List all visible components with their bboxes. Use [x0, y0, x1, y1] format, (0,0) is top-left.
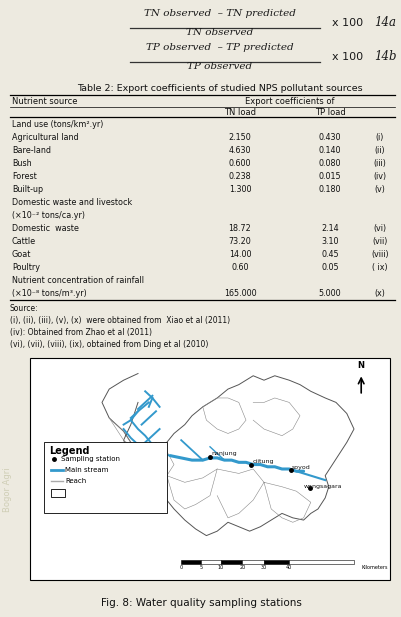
Text: 0.430: 0.430 [318, 133, 340, 142]
Text: (x): (x) [374, 289, 385, 298]
Text: 10: 10 [217, 565, 223, 570]
Text: TP load: TP load [314, 108, 344, 117]
Text: Agricultural land: Agricultural land [12, 133, 79, 142]
Bar [44, 442, 166, 513]
Text: Bogor Agri: Bogor Agri [4, 468, 12, 512]
Text: (×10⁻² tons/ca.yr): (×10⁻² tons/ca.yr) [12, 211, 85, 220]
Bar [30, 358, 389, 580]
Text: 14.00: 14.00 [228, 250, 251, 259]
Text: 0: 0 [179, 565, 182, 570]
Text: 2.150: 2.150 [228, 133, 251, 142]
Text: 0.60: 0.60 [231, 263, 248, 272]
Bar [181, 560, 200, 564]
Text: 165.000: 165.000 [223, 289, 256, 298]
Text: (viii): (viii) [370, 250, 388, 259]
Text: (vii): (vii) [371, 237, 387, 246]
Bar [200, 560, 220, 564]
Bar [263, 560, 288, 564]
Text: x 100: x 100 [331, 52, 362, 62]
Text: Nutrient concentration of rainfall: Nutrient concentration of rainfall [12, 276, 144, 285]
Text: (i), (ii), (iii), (v), (x)  were obtained from  Xiao et al (2011): (i), (ii), (iii), (v), (x) were obtained… [10, 316, 229, 325]
Text: ( ix): ( ix) [371, 263, 387, 272]
Text: Kilometers: Kilometers [360, 565, 387, 570]
Text: TP observed  – TP predicted: TP observed – TP predicted [146, 43, 293, 52]
Text: (v): (v) [374, 185, 385, 194]
Text: (×10⁻⁸ tons/m³.yr): (×10⁻⁸ tons/m³.yr) [12, 289, 87, 298]
Text: Bare-land: Bare-land [12, 146, 51, 155]
Text: 5: 5 [199, 565, 202, 570]
Text: nanjung: nanjung [211, 450, 237, 456]
Text: Sampling station: Sampling station [61, 457, 120, 462]
Text: 0.080: 0.080 [318, 159, 340, 168]
Text: ciitung: ciitung [252, 458, 273, 463]
Text: 0.140: 0.140 [318, 146, 340, 155]
Text: 0.238: 0.238 [228, 172, 251, 181]
Text: TN observed  – TN predicted: TN observed – TN predicted [144, 9, 295, 18]
Text: 2.14: 2.14 [320, 224, 338, 233]
Bar [51, 489, 65, 497]
Text: Cattle: Cattle [12, 237, 36, 246]
Text: x 100: x 100 [331, 18, 362, 28]
Text: 0.600: 0.600 [228, 159, 251, 168]
Text: Main stream: Main stream [65, 467, 109, 473]
Bar [220, 560, 242, 564]
Text: 30: 30 [260, 565, 266, 570]
Text: TN load: TN load [223, 108, 255, 117]
Text: 0.180: 0.180 [318, 185, 340, 194]
Text: (iv): (iv) [373, 172, 386, 181]
Text: 14a: 14a [373, 17, 395, 30]
Text: Reach: Reach [65, 478, 87, 484]
Text: 4.630: 4.630 [228, 146, 251, 155]
Text: Land use (tons/km².yr): Land use (tons/km².yr) [12, 120, 103, 129]
Text: Built-up: Built-up [12, 185, 43, 194]
Text: Source:: Source: [10, 304, 38, 313]
Text: 0.45: 0.45 [320, 250, 338, 259]
Text: 14b: 14b [373, 51, 395, 64]
Text: TP observed: TP observed [187, 62, 252, 71]
Text: Domestic  waste: Domestic waste [12, 224, 79, 233]
Text: (vi), (vii), (viii), (ix), obtained from Ding et al (2010): (vi), (vii), (viii), (ix), obtained from… [10, 340, 208, 349]
Text: Legend: Legend [49, 446, 90, 457]
Text: Table 2: Export coefficients of studied NPS pollutant sources: Table 2: Export coefficients of studied … [77, 84, 362, 93]
Text: N: N [357, 360, 364, 370]
Text: (i): (i) [375, 133, 383, 142]
Text: wangsagara: wangsagara [303, 484, 341, 489]
Text: (vi): (vi) [373, 224, 386, 233]
Text: 0.015: 0.015 [318, 172, 340, 181]
Text: Fig. 8: Water quality sampling stations: Fig. 8: Water quality sampling stations [100, 598, 301, 608]
Text: 3.10: 3.10 [320, 237, 338, 246]
Text: Forest: Forest [12, 172, 36, 181]
Text: TN observed: TN observed [186, 28, 253, 37]
Text: Domestic waste and livestock: Domestic waste and livestock [12, 198, 132, 207]
Text: 73.20: 73.20 [228, 237, 251, 246]
Text: 18.72: 18.72 [228, 224, 251, 233]
Text: 20: 20 [239, 565, 245, 570]
Text: 5.000: 5.000 [318, 289, 340, 298]
Text: soyod: soyod [292, 465, 310, 470]
Text: Poultry: Poultry [12, 263, 40, 272]
Text: 40: 40 [286, 565, 292, 570]
Text: 1.300: 1.300 [228, 185, 251, 194]
Bar [288, 560, 353, 564]
Text: (iv): Obtained from Zhao et al (2011): (iv): Obtained from Zhao et al (2011) [10, 328, 152, 337]
Text: (iii): (iii) [373, 159, 385, 168]
Text: (ii): (ii) [374, 146, 384, 155]
Text: Bush: Bush [12, 159, 32, 168]
Bar [242, 560, 263, 564]
Text: Nutrient source: Nutrient source [12, 97, 77, 106]
Text: 0.05: 0.05 [320, 263, 338, 272]
Text: Export coefficients of: Export coefficients of [245, 97, 334, 106]
Text: Goat: Goat [12, 250, 31, 259]
